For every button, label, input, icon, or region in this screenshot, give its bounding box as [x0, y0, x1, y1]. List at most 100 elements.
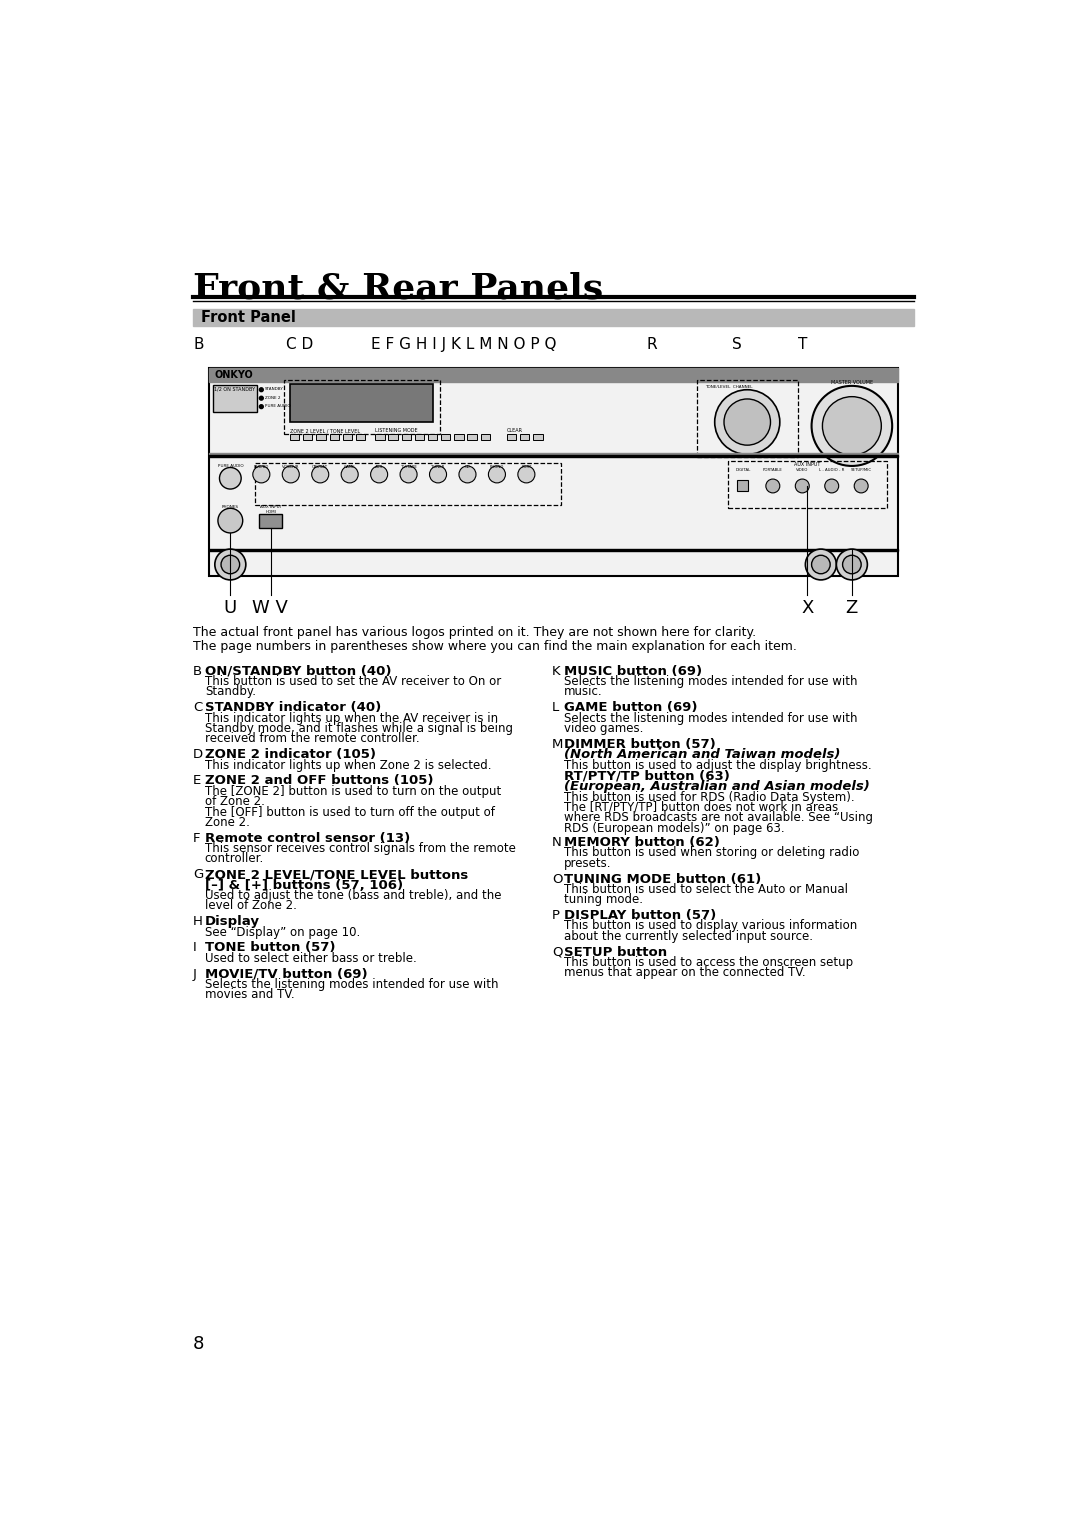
Text: CD: CD [464, 465, 471, 469]
Circle shape [259, 388, 264, 391]
Circle shape [842, 555, 861, 573]
Text: PORT: PORT [522, 465, 531, 469]
Text: N: N [552, 836, 562, 850]
Text: PURE AUDIO: PURE AUDIO [266, 405, 291, 408]
Text: MEMORY button (62): MEMORY button (62) [564, 836, 719, 850]
Text: STANDBY: STANDBY [266, 388, 284, 391]
Text: T: T [798, 338, 807, 353]
Text: menus that appear on the connected TV.: menus that appear on the connected TV. [564, 966, 806, 979]
Bar [213, 385, 257, 413]
Text: X: X [801, 599, 813, 617]
Text: DIMMER button (57): DIMMER button (57) [564, 738, 715, 750]
Text: STANDBY indicator (40): STANDBY indicator (40) [205, 701, 381, 714]
Circle shape [370, 466, 388, 483]
Text: I: I [193, 941, 197, 955]
Text: This button is used for RDS (Radio Data System).: This button is used for RDS (Radio Data … [564, 790, 854, 804]
Text: PURE AUDIO: PURE AUDIO [217, 465, 243, 469]
Text: This indicator lights up when Zone 2 is selected.: This indicator lights up when Zone 2 is … [205, 758, 491, 772]
Text: B: B [193, 665, 202, 677]
Text: Front Panel: Front Panel [201, 310, 296, 325]
Text: PORTABLE: PORTABLE [762, 468, 783, 472]
Text: Zone 2.: Zone 2. [205, 816, 249, 828]
Circle shape [825, 480, 839, 494]
Text: about the currently selected input source.: about the currently selected input sourc… [564, 931, 812, 943]
Text: MASTER VOLUME: MASTER VOLUME [831, 380, 873, 385]
Text: J: J [193, 967, 197, 981]
Text: The [OFF] button is used to turn off the output of: The [OFF] button is used to turn off the… [205, 805, 495, 819]
Circle shape [218, 509, 243, 533]
Text: M: M [552, 738, 564, 750]
Bar [468, 434, 476, 440]
Text: TONE/LEVEL  CHANNEL: TONE/LEVEL CHANNEL [704, 385, 752, 390]
Text: Display: Display [205, 915, 260, 927]
Text: controller.: controller. [205, 853, 264, 865]
Text: 1/2 ON STANDBY: 1/2 ON STANDBY [214, 387, 255, 391]
Bar [356, 434, 365, 440]
Text: AUX: AUX [375, 465, 383, 469]
Circle shape [766, 480, 780, 494]
Text: D: D [193, 749, 203, 761]
Text: Standby.: Standby. [205, 686, 256, 698]
Text: presets.: presets. [564, 857, 611, 869]
Text: DIGITAL: DIGITAL [735, 468, 751, 472]
Text: Standby mode, and it flashes while a signal is being: Standby mode, and it flashes while a sig… [205, 721, 513, 735]
Circle shape [215, 549, 246, 581]
Text: This button is used to access the onscreen setup: This button is used to access the onscre… [564, 957, 853, 969]
Text: E: E [193, 775, 201, 787]
Circle shape [430, 466, 446, 483]
Bar [521, 434, 529, 440]
Text: (European, Australian and Asian models): (European, Australian and Asian models) [564, 781, 869, 793]
Text: W V: W V [252, 599, 287, 617]
Text: tuning mode.: tuning mode. [564, 894, 643, 906]
Text: S: S [732, 338, 742, 353]
Circle shape [823, 397, 881, 455]
Circle shape [259, 396, 264, 400]
Bar [481, 434, 490, 440]
Text: U: U [224, 599, 237, 617]
Text: The actual front panel has various logos printed on it. They are not shown here : The actual front panel has various logos… [193, 626, 756, 639]
Text: Front & Rear Panels: Front & Rear Panels [193, 272, 604, 306]
Circle shape [715, 390, 780, 454]
Circle shape [219, 468, 241, 489]
Text: SETUP/MIC: SETUP/MIC [851, 468, 872, 472]
Text: This button is used to adjust the display brightness.: This button is used to adjust the displa… [564, 758, 872, 772]
Bar [291, 384, 433, 422]
Circle shape [459, 466, 476, 483]
Text: R: R [647, 338, 657, 353]
Text: TV/TAPE: TV/TAPE [401, 465, 417, 469]
Text: C D: C D [286, 338, 313, 353]
Text: AUX INPUT
HDMI: AUX INPUT HDMI [259, 506, 282, 513]
Text: Used to select either bass or treble.: Used to select either bass or treble. [205, 952, 417, 964]
Text: P: P [552, 909, 559, 921]
Circle shape [312, 466, 328, 483]
Text: ZONE 2 LEVEL / TONE LEVEL: ZONE 2 LEVEL / TONE LEVEL [291, 428, 360, 434]
Text: PHONES: PHONES [221, 506, 239, 509]
Text: Selects the listening modes intended for use with: Selects the listening modes intended for… [564, 712, 858, 724]
Bar [415, 434, 424, 440]
Text: music.: music. [564, 686, 603, 698]
Text: VIDEO: VIDEO [796, 468, 809, 472]
Bar [284, 380, 440, 434]
Bar [738, 480, 748, 490]
Circle shape [854, 480, 868, 494]
Circle shape [400, 466, 417, 483]
Text: MOVIE/TV button (69): MOVIE/TV button (69) [205, 967, 367, 981]
Text: TUNER: TUNER [431, 465, 445, 469]
Text: 8: 8 [193, 1334, 204, 1352]
Bar [428, 434, 437, 440]
Bar [342, 434, 352, 440]
Circle shape [795, 480, 809, 494]
Bar [316, 434, 326, 440]
Text: received from the remote controller.: received from the remote controller. [205, 732, 419, 746]
Bar [402, 434, 410, 440]
Text: O: O [552, 872, 563, 886]
Text: The [RT/PTY/TP] button does not work in areas: The [RT/PTY/TP] button does not work in … [564, 801, 838, 814]
Circle shape [253, 466, 270, 483]
Circle shape [806, 549, 836, 581]
Bar [375, 434, 384, 440]
Text: TONE button (57): TONE button (57) [205, 941, 335, 955]
Text: Selects the listening modes intended for use with: Selects the listening modes intended for… [205, 978, 498, 992]
Text: RT/PTY/TP button (63): RT/PTY/TP button (63) [564, 770, 729, 782]
Bar [255, 463, 562, 506]
Bar [208, 452, 899, 454]
